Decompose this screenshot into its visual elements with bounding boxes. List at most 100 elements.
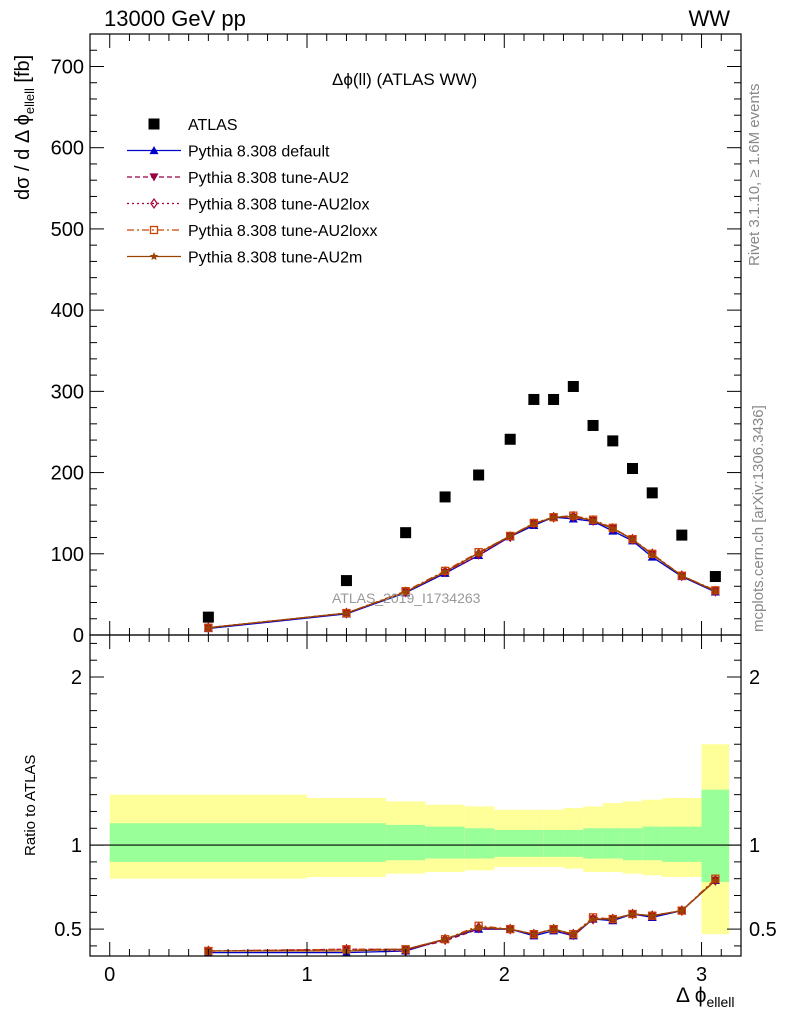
- data-point: [401, 944, 410, 953]
- data-point: [202, 611, 214, 623]
- x-tick-label: 0: [104, 964, 115, 986]
- ratio-y-tick-label-left: 0.5: [54, 919, 82, 941]
- ratio-inner-band-bin: [109, 823, 308, 862]
- main-y-tick-label: 0: [73, 625, 84, 647]
- data-point: [505, 531, 515, 540]
- legend-entry-label: Pythia 8.308 tune-AU2loxx: [188, 223, 377, 240]
- data-point: [711, 586, 720, 595]
- main-series-line: [208, 515, 716, 629]
- legend-entry-label: Pythia 8.308 tune-AU2lox: [188, 197, 369, 214]
- x-tick-label: 3: [696, 964, 707, 986]
- data-point: [588, 914, 598, 923]
- ratio-y-tick-label-right: 2: [749, 667, 760, 689]
- data-point: [401, 587, 410, 596]
- rivet-version-label: Rivet 3.1.10, ≥ 1.6M events: [746, 83, 763, 267]
- data-point: [646, 487, 658, 499]
- data-point: [149, 252, 159, 261]
- data-point: [676, 529, 688, 541]
- data-point: [342, 608, 351, 617]
- main-y-axis-title: dσ / d Δ ϕellell [fb]: [12, 54, 37, 200]
- data-point: [400, 527, 412, 539]
- data-point: [504, 433, 516, 445]
- data-point: [529, 519, 539, 528]
- ratio-inner-band-bin: [701, 789, 730, 883]
- data-point: [709, 571, 721, 583]
- data-point: [628, 534, 637, 543]
- main-series-4: [204, 511, 720, 632]
- data-point: [529, 929, 539, 938]
- data-point: [440, 567, 450, 576]
- data-point: [627, 463, 638, 475]
- header-final-state-label: WW: [688, 6, 730, 31]
- legend-entry-label: Pythia 8.308 tune-AU2: [188, 170, 349, 187]
- data-point: [549, 924, 558, 933]
- ratio-inner-band-bin: [563, 829, 584, 857]
- data-point: [569, 929, 578, 938]
- main-series-line: [208, 515, 716, 629]
- main-y-tick-label: 200: [51, 463, 84, 485]
- x-tick-label: 1: [301, 964, 312, 986]
- main-y-tick-label: 400: [51, 300, 84, 322]
- data-point: [569, 511, 578, 521]
- data-point: [149, 225, 159, 235]
- data-point: [628, 909, 637, 918]
- data-point: [587, 419, 599, 431]
- data-point: [711, 875, 720, 884]
- legend: [127, 118, 181, 261]
- ratio-series-0: [203, 875, 720, 956]
- main-series-3: [204, 510, 720, 634]
- data-point: [567, 380, 579, 392]
- legend-entry-label: ATLAS: [188, 117, 238, 134]
- data-point: [647, 550, 657, 559]
- data-point: [149, 146, 159, 155]
- legend-entry-label: Pythia 8.308 default: [188, 144, 330, 161]
- ratio-inner-band-bin: [583, 828, 603, 859]
- ratio-inner-band-bin: [494, 829, 524, 857]
- data-point: [647, 911, 657, 920]
- ratio-inner-band-bin: [642, 826, 663, 861]
- data-point: [149, 173, 159, 182]
- mcplots-reference-label: mcplots.cern.ch [arXiv:1306.3436]: [750, 405, 767, 632]
- x-tick-label: 2: [499, 964, 510, 986]
- main-plot-title: Δϕ(ll) (ATLAS WW): [332, 70, 478, 89]
- main-series-2: [203, 513, 720, 633]
- ratio-inner-band-bin: [622, 828, 643, 861]
- data-point: [608, 524, 618, 533]
- main-series-line: [208, 516, 716, 630]
- analysis-watermark: ATLAS_2019_I1734263: [332, 590, 481, 606]
- data-point: [548, 393, 560, 405]
- data-point: [528, 393, 540, 405]
- data-point: [505, 924, 515, 933]
- ratio-series-4: [204, 875, 720, 955]
- ratio-y-tick-label-left: 2: [71, 667, 82, 689]
- main-series-1: [203, 512, 720, 633]
- main-y-tick-label: 500: [51, 219, 84, 241]
- ratio-inner-band-bin: [662, 826, 702, 862]
- data-point: [549, 512, 558, 521]
- main-y-tick-label: 700: [51, 56, 84, 78]
- main-y-tick-label: 600: [51, 138, 84, 160]
- legend-entry-label: Pythia 8.308 tune-AU2m: [188, 250, 362, 267]
- data-point: [148, 118, 160, 130]
- ratio-series-line: [208, 879, 716, 954]
- ratio-inner-band-bin: [524, 829, 544, 857]
- main-series-line: [208, 516, 716, 629]
- header-process-label: 13000 GeV pp: [104, 6, 246, 31]
- data-point: [608, 914, 618, 923]
- data-point: [440, 934, 450, 943]
- data-point: [474, 548, 483, 557]
- data-point: [439, 491, 451, 503]
- data-point: [150, 197, 158, 210]
- ratio-inner-band-bin: [543, 829, 564, 857]
- data-point: [340, 575, 352, 587]
- data-point: [677, 906, 687, 915]
- ratio-inner-band-bin: [385, 824, 426, 861]
- data-point: [474, 922, 483, 932]
- data-point: [473, 469, 485, 481]
- main-series-line: [208, 514, 716, 629]
- data-point: [204, 623, 213, 632]
- ratio-plot-area: [90, 744, 741, 956]
- ratio-panel-frame: [89, 634, 742, 957]
- ratio-inner-band-bin: [425, 826, 465, 859]
- ratio-inner-band-bin: [307, 823, 386, 862]
